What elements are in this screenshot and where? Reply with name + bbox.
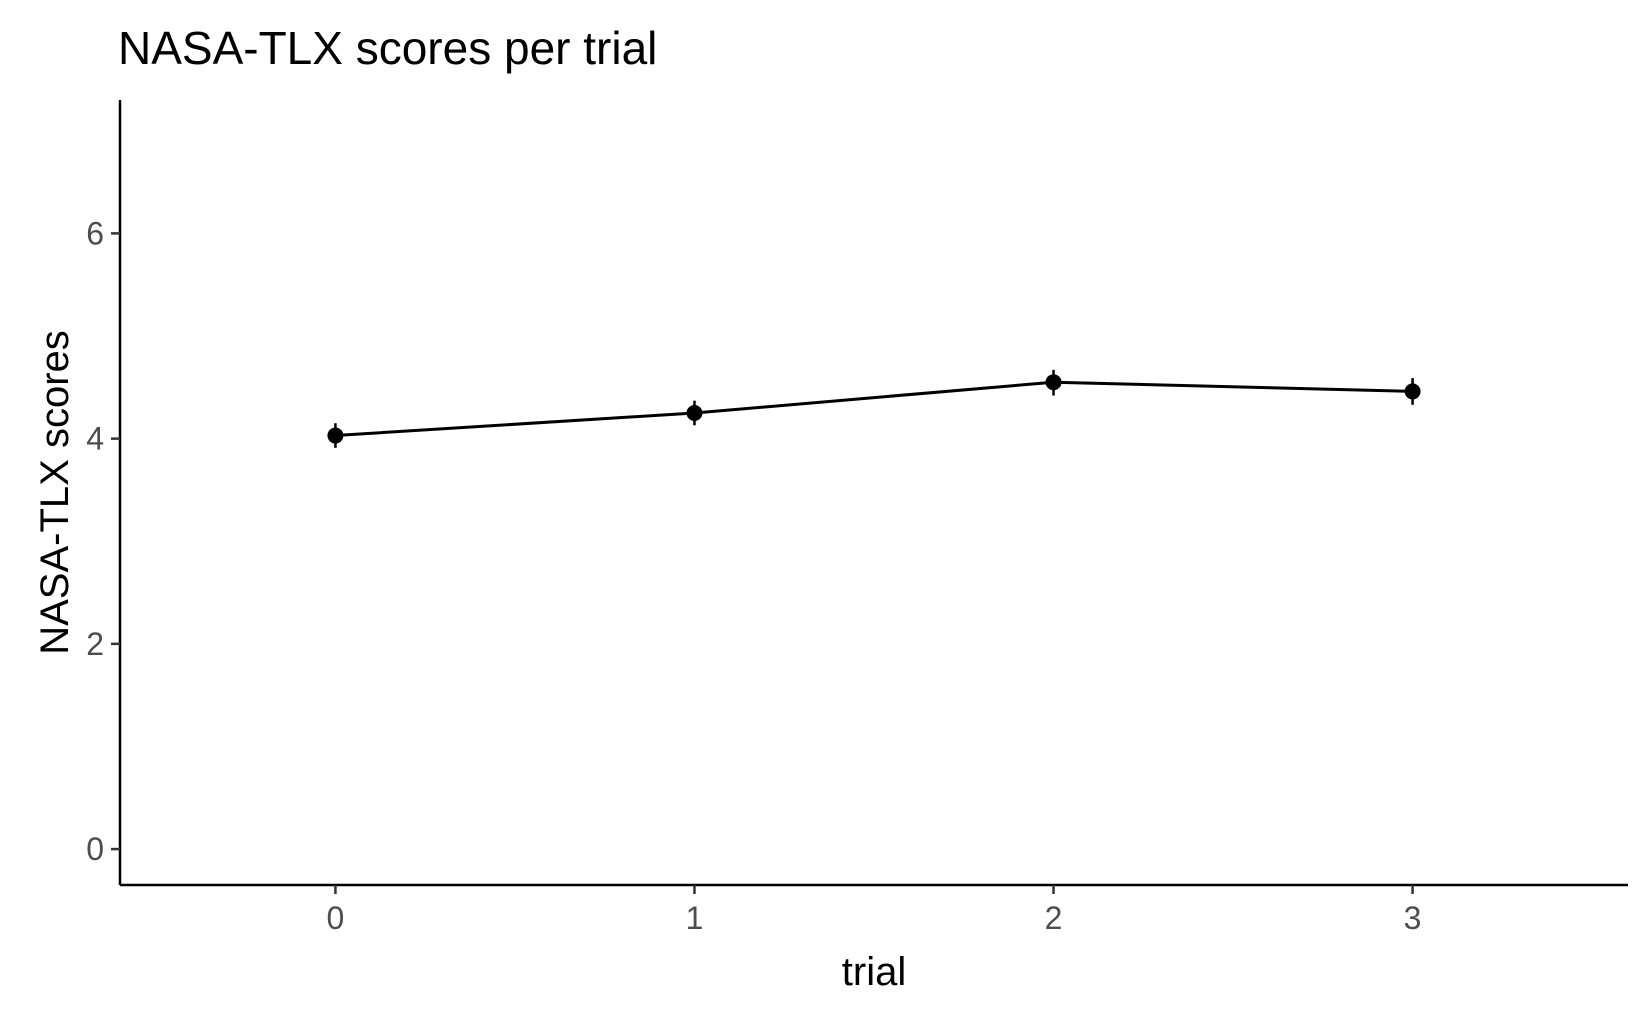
data-point	[686, 404, 703, 421]
y-tick-label: 2	[86, 626, 104, 662]
chart-title: NASA-TLX scores per trial	[118, 22, 657, 74]
y-tick-label: 6	[86, 215, 104, 251]
x-axis-title: trial	[842, 950, 906, 994]
data-point	[327, 427, 344, 444]
y-tick-label: 4	[86, 421, 104, 457]
x-tick-label: 1	[686, 900, 704, 936]
y-axis-title: NASA-TLX scores	[33, 330, 77, 655]
data-point	[1045, 374, 1062, 391]
x-tick-label: 3	[1404, 900, 1422, 936]
x-tick-label: 0	[327, 900, 345, 936]
series-line	[335, 380, 1413, 437]
y-tick-label: 0	[86, 831, 104, 867]
x-axis: 0 1 2 3	[120, 883, 1628, 936]
y-axis: 0 2 4 6	[86, 100, 122, 885]
x-tick-label: 2	[1045, 900, 1063, 936]
plot-marks	[327, 369, 1421, 448]
data-point	[1404, 383, 1421, 400]
